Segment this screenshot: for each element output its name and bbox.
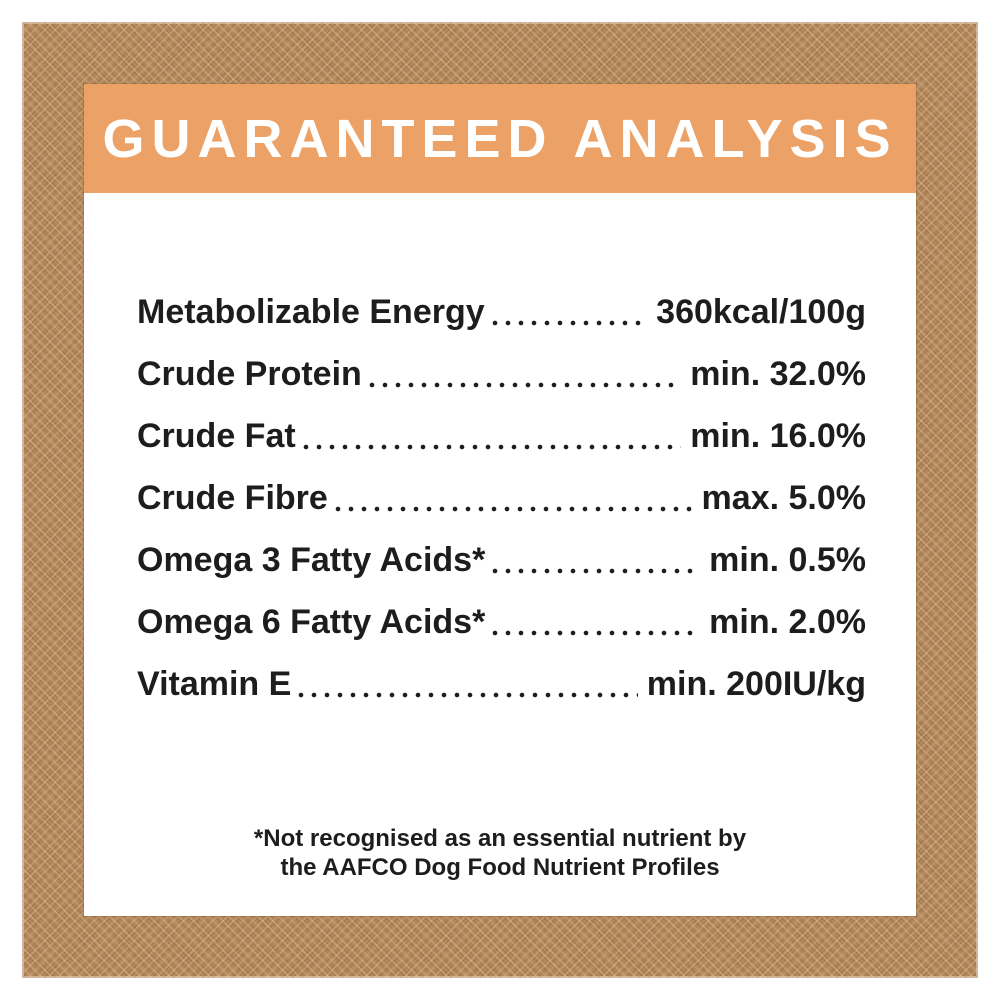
nutrient-name: Vitamin E <box>137 665 292 703</box>
nutrient-value: max. 5.0% <box>701 479 866 517</box>
nutrient-row: Omega 6 Fatty Acids* min. 2.0% <box>137 588 866 650</box>
nutrient-value: min. 16.0% <box>690 417 866 455</box>
nutrient-name: Metabolizable Energy <box>137 293 485 331</box>
dotted-leader <box>334 506 693 512</box>
dotted-leader <box>368 382 682 388</box>
guaranteed-analysis-card: GUARANTEED ANALYSIS Metabolizable Energy… <box>84 84 916 916</box>
nutrient-value: 360kcal/100g <box>656 293 866 331</box>
nutrient-row: Crude Fibre max. 5.0% <box>137 464 866 526</box>
footnote-line-1: *Not recognised as an essential nutrient… <box>253 825 747 852</box>
nutrient-value: min. 0.5% <box>709 541 866 579</box>
nutrient-row: Omega 3 Fatty Acids* min. 0.5% <box>137 526 866 588</box>
header-banner: GUARANTEED ANALYSIS <box>84 84 916 193</box>
nutrient-value: min. 2.0% <box>709 603 866 641</box>
nutrient-value: min. 32.0% <box>690 355 866 393</box>
analysis-rows: Metabolizable Energy 360kcal/100g Crude Pr… <box>137 193 866 712</box>
nutrient-row: Crude Fat min. 16.0% <box>137 402 866 464</box>
nutrient-name: Crude Fibre <box>137 479 328 517</box>
footnote: *Not recognised as an essential nutrient… <box>84 824 916 882</box>
dotted-leader <box>302 444 682 450</box>
nutrient-name: Omega 3 Fatty Acids* <box>137 541 486 579</box>
dotted-leader <box>492 630 701 636</box>
dotted-leader <box>298 692 638 698</box>
nutrient-row: Vitamin E min. 200IU/kg <box>137 650 866 712</box>
dotted-leader <box>492 568 701 574</box>
page-title: GUARANTEED ANALYSIS <box>102 108 898 169</box>
nutrient-name: Omega 6 Fatty Acids* <box>137 603 486 641</box>
footnote-line-2: the AAFCO Dog Food Nutrient Profiles <box>280 854 720 881</box>
nutrient-value: min. 200IU/kg <box>646 665 866 703</box>
nutrient-row: Crude Protein min. 32.0% <box>137 340 866 402</box>
nutrient-row: Metabolizable Energy 360kcal/100g <box>137 278 866 340</box>
dotted-leader <box>491 320 648 326</box>
nutrient-name: Crude Fat <box>137 417 296 455</box>
nutrient-name: Crude Protein <box>137 355 362 393</box>
